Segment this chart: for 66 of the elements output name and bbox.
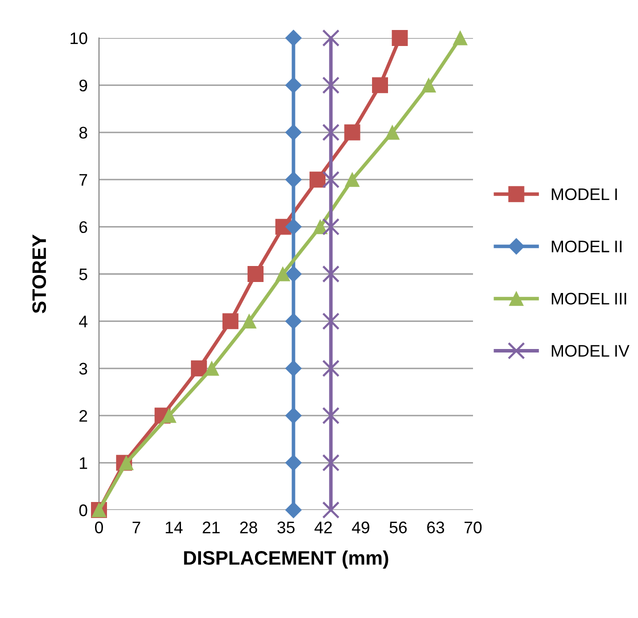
point: [322, 76, 340, 94]
point: [285, 76, 302, 94]
y-tick-label: 3: [79, 362, 88, 375]
point: [322, 360, 340, 378]
x-tick-label: 14: [166, 522, 183, 534]
legend-label: MODEL I: [552, 188, 617, 200]
x-tick-label: 70: [464, 522, 482, 534]
x-tick-label: 21: [202, 522, 220, 534]
point: [322, 29, 340, 47]
y-axis-title: STOREY: [32, 234, 46, 314]
y-tick-label: 8: [79, 126, 88, 139]
y-tick-label: 6: [79, 221, 88, 234]
x-tick-label: 7: [132, 522, 140, 534]
point: [285, 360, 302, 377]
point: [322, 124, 340, 142]
legend-label: MODEL II: [552, 240, 622, 252]
x-tick-label: 28: [240, 522, 258, 534]
point: [190, 360, 207, 376]
x-tick-label: 42: [314, 522, 332, 534]
point: [285, 30, 302, 46]
point: [452, 30, 468, 46]
point: [285, 407, 302, 424]
y-tick-label: 5: [79, 268, 88, 280]
y-tick-label: 1: [80, 457, 88, 469]
point: [312, 220, 328, 234]
x-axis-title: DISPLACEMENT (mm): [184, 550, 388, 569]
point: [285, 502, 302, 518]
point: [344, 172, 360, 187]
point: [372, 77, 388, 94]
x-tick-label: 0: [95, 522, 103, 534]
point: [248, 266, 264, 282]
point: [276, 266, 290, 282]
y-tick-label: 10: [70, 32, 88, 44]
point: [421, 78, 436, 92]
x-tick-label: 63: [427, 522, 444, 534]
x-tick-label: 35: [277, 522, 295, 534]
point: [322, 170, 340, 188]
point: [285, 312, 302, 330]
point: [285, 124, 302, 141]
point: [285, 266, 302, 282]
point: [285, 171, 302, 188]
point: [385, 125, 400, 140]
point: [322, 265, 340, 283]
point: [322, 406, 340, 424]
legend-label: MODEL IV: [552, 344, 630, 357]
point: [285, 218, 302, 236]
point: [322, 312, 340, 330]
point: [322, 218, 340, 236]
x-tick-label: 56: [390, 522, 407, 534]
y-tick-label: 9: [79, 80, 88, 92]
point: [242, 314, 256, 328]
point: [322, 454, 340, 472]
x-tick-label: 49: [352, 522, 370, 534]
y-tick-label: 2: [79, 410, 88, 422]
point: [162, 408, 176, 423]
point: [322, 501, 340, 519]
point: [204, 361, 220, 376]
point: [310, 172, 326, 188]
point: [285, 454, 302, 472]
y-tick-label: 0: [79, 504, 88, 516]
point: [392, 30, 408, 46]
point: [344, 124, 360, 140]
legend-label: MODEL III: [552, 292, 626, 305]
point: [222, 313, 238, 330]
y-tick-label: 4: [79, 316, 88, 328]
y-tick-label: 7: [79, 174, 88, 186]
